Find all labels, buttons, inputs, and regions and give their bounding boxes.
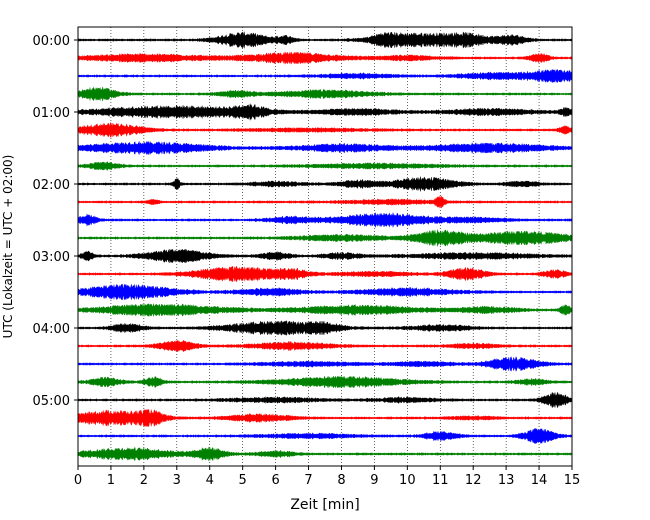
traces (77, 31, 572, 462)
trace-03:45 (77, 303, 572, 317)
vertical-grid (110, 27, 540, 466)
y-tick-label: 04:00 (33, 322, 70, 337)
trace-04:00 (77, 320, 572, 336)
trace-04:30 (77, 356, 572, 372)
trace-03:30 (77, 283, 572, 301)
trace-04:15 (77, 339, 572, 353)
trace-04:45 (77, 375, 572, 389)
x-axis-ticks: 0 1 2 3 4 5 6 7 8 9 10 11 12 13 14 15 (74, 466, 580, 488)
x-tick-label: 12 (465, 473, 482, 488)
trace-03:15 (77, 265, 572, 283)
y-tick-label: 05:00 (33, 394, 70, 409)
x-tick-label: 5 (239, 473, 247, 488)
trace-05:00 (77, 391, 572, 409)
trace-02:00 (77, 176, 572, 192)
x-tick-label: 10 (399, 473, 416, 488)
y-tick-label: 00:00 (33, 34, 70, 49)
trace-02:15 (77, 195, 572, 209)
trace-02:30 (77, 212, 572, 228)
x-tick-label: 14 (531, 473, 548, 488)
trace-01:45 (77, 161, 572, 171)
y-axis-label: UTC (Lokalzeit = UTC + 02:00) (1, 155, 15, 339)
trace-05:30 (77, 427, 572, 445)
trace-01:00 (77, 102, 572, 122)
trace-01:15 (77, 122, 572, 138)
plot-frame (77, 26, 573, 467)
x-tick-label: 9 (370, 473, 378, 488)
trace-03:00 (77, 248, 572, 264)
x-tick-label: 4 (206, 473, 214, 488)
trace-00:00 (77, 31, 572, 49)
trace-00:30 (77, 69, 572, 83)
trace-05:15 (77, 408, 572, 428)
trace-02:45 (77, 229, 572, 247)
x-tick-label: 13 (498, 473, 515, 488)
x-tick-label: 15 (564, 473, 581, 488)
y-axis-ticks: 00:00 01:00 02:00 03:00 04:00 05:00 (33, 34, 78, 409)
x-axis-label: Zeit [min] (290, 497, 359, 513)
x-tick-label: 1 (107, 473, 115, 488)
trace-00:15 (77, 51, 572, 65)
y-tick-label: 01:00 (33, 106, 70, 121)
x-tick-label: 6 (271, 473, 279, 488)
y-tick-label: 03:00 (33, 250, 70, 265)
x-tick-label: 3 (173, 473, 181, 488)
x-tick-label: 7 (304, 473, 312, 488)
trace-00:45 (77, 86, 572, 102)
x-tick-label: 0 (74, 473, 82, 488)
trace-05:45 (77, 446, 572, 462)
y-tick-label: 02:00 (33, 178, 70, 193)
x-tick-label: 8 (337, 473, 345, 488)
x-tick-label: 11 (432, 473, 449, 488)
x-tick-label: 2 (140, 473, 148, 488)
trace-01:30 (77, 140, 572, 156)
